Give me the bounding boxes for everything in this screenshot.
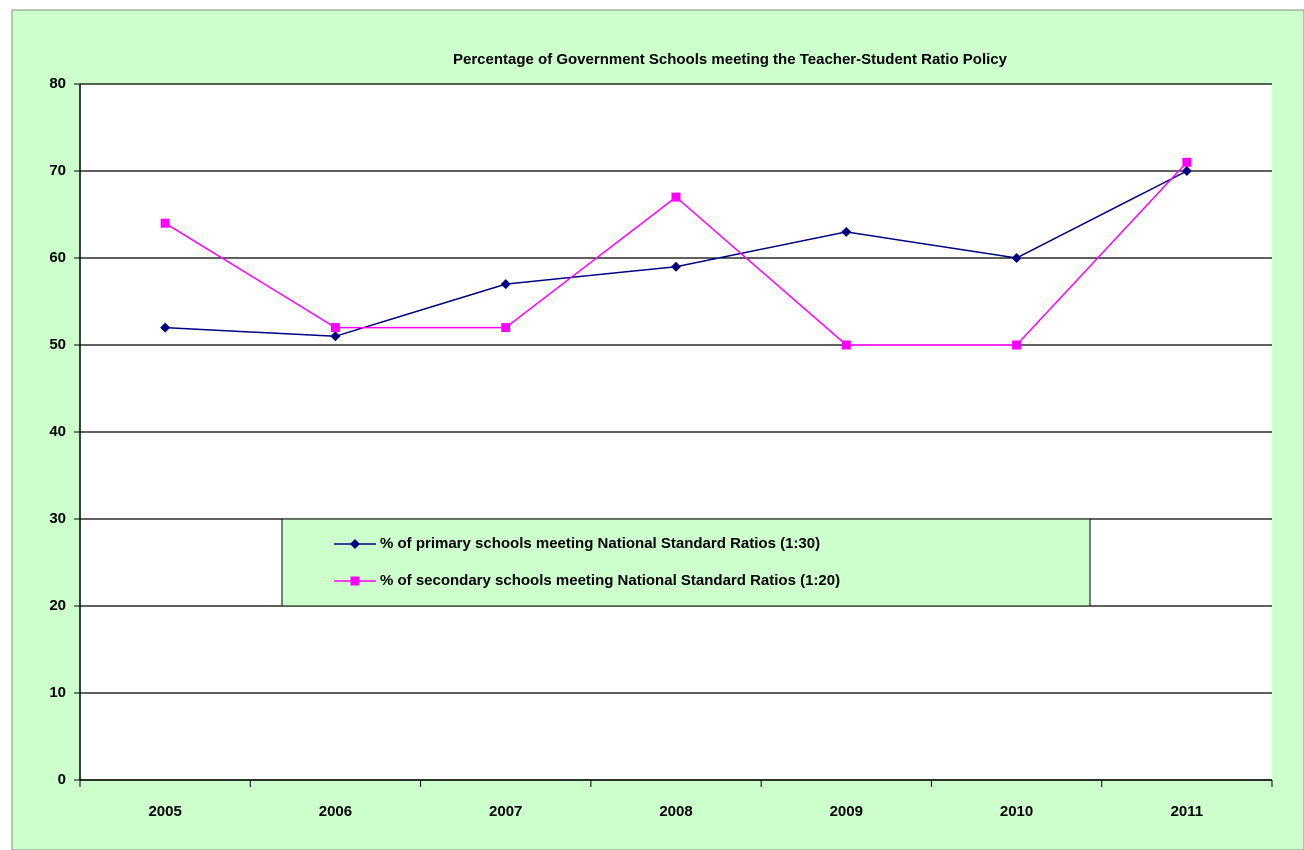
x-tick-label: 2011 bbox=[1171, 803, 1204, 820]
y-tick-label: 30 bbox=[49, 510, 66, 527]
x-tick-label: 2006 bbox=[319, 803, 352, 820]
x-tick-label: 2005 bbox=[148, 803, 181, 820]
data-point bbox=[841, 226, 852, 237]
data-point bbox=[1012, 340, 1022, 350]
legend bbox=[281, 518, 1091, 607]
data-point bbox=[330, 331, 341, 342]
data-point bbox=[160, 322, 171, 333]
data-point bbox=[501, 323, 511, 333]
y-tick-label: 0 bbox=[58, 771, 66, 788]
legend-marker bbox=[350, 576, 360, 586]
y-tick-label: 70 bbox=[49, 162, 66, 179]
data-point bbox=[671, 192, 681, 202]
data-point bbox=[671, 261, 681, 272]
x-tick-label: 2007 bbox=[489, 803, 522, 820]
y-tick-label: 20 bbox=[49, 597, 66, 614]
x-tick-label: 2010 bbox=[1000, 803, 1033, 820]
data-point bbox=[841, 340, 851, 350]
data-point bbox=[500, 279, 511, 290]
y-tick-label: 50 bbox=[49, 336, 66, 353]
y-tick-label: 10 bbox=[49, 684, 66, 701]
data-point bbox=[330, 323, 340, 333]
y-tick-label: 60 bbox=[49, 249, 66, 266]
legend-label: % of secondary schools meeting National … bbox=[380, 572, 840, 589]
data-point bbox=[1011, 253, 1022, 263]
data-point bbox=[160, 218, 170, 228]
legend-label: % of primary schools meeting National St… bbox=[380, 535, 820, 552]
data-point bbox=[1181, 166, 1192, 176]
y-tick-label: 40 bbox=[49, 423, 66, 440]
x-tick-label: 2008 bbox=[659, 803, 692, 820]
y-tick-label: 80 bbox=[49, 75, 66, 92]
x-tick-label: 2009 bbox=[830, 803, 863, 820]
data-point bbox=[1182, 157, 1192, 167]
chart-title: Percentage of Government Schools meeting… bbox=[453, 51, 1008, 68]
legend-marker bbox=[350, 539, 360, 549]
